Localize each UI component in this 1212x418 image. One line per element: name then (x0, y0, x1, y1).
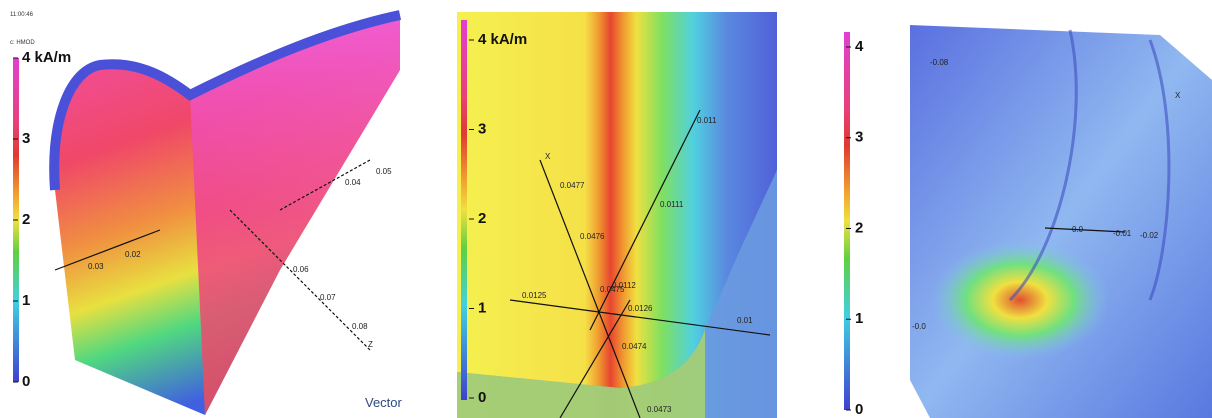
panel-3 (844, 25, 1212, 418)
axis-label: 0.011 (697, 116, 717, 125)
timestamp: 11:00:46 (10, 12, 34, 18)
axis-label: 0.06 (293, 265, 309, 274)
colorbar-label: 3 (855, 129, 863, 146)
colorbar-label: 3 (478, 120, 486, 137)
axis-label: 0.0476 (580, 232, 605, 241)
axis-label: 0.0477 (560, 181, 585, 190)
axis-label: Z (368, 340, 373, 349)
axis-label: X (545, 152, 551, 161)
hotspot (930, 240, 1110, 360)
colorbar (844, 32, 850, 410)
axis-label: 0.0 (1072, 225, 1084, 234)
axis-label: 0.04 (345, 178, 361, 187)
axis-label: 0.08 (352, 322, 368, 331)
axis-label: 0.01 (737, 316, 753, 325)
panel-2 (457, 12, 777, 418)
colorbar-label: 1 (855, 310, 863, 327)
axis-label: 0.0125 (522, 291, 547, 300)
axis-label: -0.0 (912, 322, 926, 331)
axis-label: 0.0126 (628, 304, 653, 313)
axis-label: 0.07 (320, 293, 336, 302)
axis-label: 0.05 (376, 167, 392, 176)
colorbar (461, 20, 467, 400)
axis-label: 0.0111 (660, 200, 684, 209)
colorbar-label: 0 (478, 389, 486, 406)
colorbar-label: 4 kA/m (478, 31, 527, 48)
colorbar-label: 0 (22, 373, 30, 390)
axis-label: 0.0473 (647, 405, 672, 414)
axis-label: 0.0474 (622, 342, 647, 351)
colorbar-label: 0 (855, 401, 863, 418)
panel-1: 11:00:46 c: HMOD (10, 12, 400, 415)
colorbar-label: 3 (22, 130, 30, 147)
colorbar-label: 2 (478, 210, 486, 227)
axis-label: X (1175, 91, 1181, 100)
axis-label: 0.02 (125, 250, 141, 259)
colorbar-label: 4 kA/m (22, 49, 71, 66)
axis-label: 0.0475 (600, 285, 625, 294)
colorbar-label: 2 (22, 211, 30, 228)
axis-label: -0.08 (930, 58, 949, 67)
colorbar-label: 1 (22, 292, 30, 309)
colorbar-label: 2 (855, 219, 863, 236)
brand: Vector (365, 395, 403, 410)
axis-label: -0.01 (1113, 229, 1132, 238)
quantity: c: HMOD (10, 40, 35, 46)
colorbar-label: 1 (478, 299, 486, 316)
colorbar-label: 4 (855, 38, 864, 55)
axis-label: 0.03 (88, 262, 104, 271)
axis-label: -0.02 (1140, 231, 1159, 240)
figure: 11:00:46 c: HMOD 4 kA/m32100.030.020.040… (0, 0, 1212, 418)
